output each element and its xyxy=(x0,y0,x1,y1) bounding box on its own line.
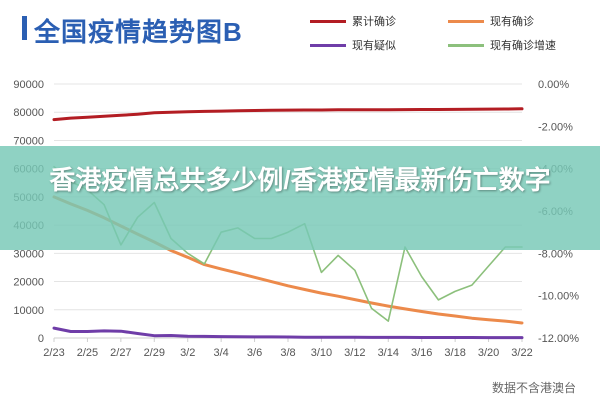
y-left-tick-label: 80000 xyxy=(13,107,44,119)
y-right-tick-label: 0.00% xyxy=(538,79,569,91)
overlay-text: 香港疫情总共多少例/香港疫情最新伤亡数字 xyxy=(49,165,551,195)
chart-title: 全国疫情趋势图B xyxy=(34,17,243,47)
x-tick-label: 2/27 xyxy=(110,347,131,359)
x-tick-label: 3/22 xyxy=(511,347,532,359)
series-line-suspected xyxy=(52,326,524,340)
title-accent-bar xyxy=(22,16,27,40)
x-tick-label: 3/16 xyxy=(411,347,432,359)
x-tick-label: 3/12 xyxy=(344,347,365,359)
x-tick-label: 3/2 xyxy=(180,347,195,359)
legend-entry-cumulative: 累计确诊 xyxy=(310,12,396,30)
source-note: 数据不含港澳台 xyxy=(491,381,576,395)
legend-swatch-growth xyxy=(448,43,484,47)
legend-swatch-cumulative xyxy=(310,19,346,23)
x-tick-label: 2/29 xyxy=(144,347,165,359)
legend: 累计确诊 现有确诊 现有疑似 现有确诊增速 xyxy=(296,10,596,54)
y-left-tick-label: 70000 xyxy=(13,135,44,147)
x-tick-label: 2/23 xyxy=(43,347,64,359)
x-tick-label: 3/14 xyxy=(378,347,399,359)
overlay-banner: 香港疫情总共多少例/香港疫情最新伤亡数字 xyxy=(0,146,600,250)
x-tick-label: 3/18 xyxy=(444,347,465,359)
legend-label-suspected: 现有疑似 xyxy=(352,40,396,52)
y-right-tick-label: -2.00% xyxy=(538,121,573,133)
legend-label-current: 现有确诊 xyxy=(490,16,534,28)
y-right-tick-label: -10.00% xyxy=(538,291,579,303)
legend-entry-suspected: 现有疑似 xyxy=(310,36,396,54)
legend-swatch-current xyxy=(448,19,484,23)
series-line-cumulative xyxy=(52,107,524,122)
y-left-tick-label: 90000 xyxy=(13,79,44,91)
legend-entry-growth: 现有确诊增速 xyxy=(448,36,556,54)
y-left-tick-label: 10000 xyxy=(13,305,44,317)
x-tick-label: 3/10 xyxy=(311,347,332,359)
y-right-tick-label: -12.00% xyxy=(538,333,579,345)
legend-swatch-suspected xyxy=(310,43,346,47)
y-right-tick-label: -8.00% xyxy=(538,248,573,260)
x-tick-label: 3/4 xyxy=(213,347,228,359)
y-left-tick-label: 20000 xyxy=(13,277,44,289)
legend-entry-current: 现有确诊 xyxy=(448,12,534,30)
y-left-tick-label: 0 xyxy=(38,333,44,345)
y-left-tick-label: 30000 xyxy=(13,248,44,260)
chart-header: 全国疫情趋势图B xyxy=(12,6,292,47)
x-tick-label: 3/6 xyxy=(247,347,262,359)
legend-label-cumulative: 累计确诊 xyxy=(352,16,396,28)
x-tick-label: 2/25 xyxy=(77,347,98,359)
x-tick-label: 3/20 xyxy=(478,347,499,359)
x-tick-label: 3/8 xyxy=(280,347,295,359)
legend-label-growth: 现有确诊增速 xyxy=(490,40,556,52)
